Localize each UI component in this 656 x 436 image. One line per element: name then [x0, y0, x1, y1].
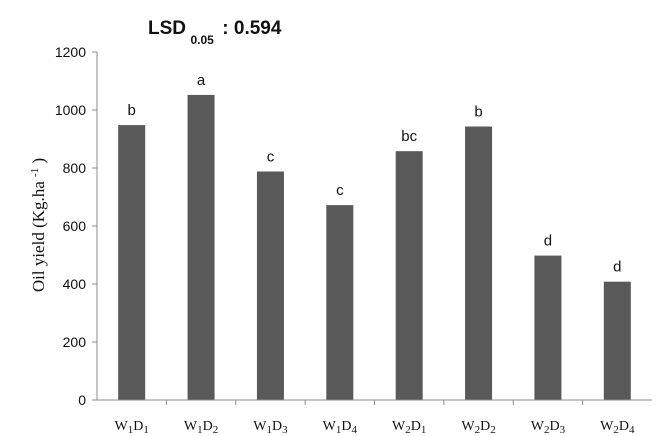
- x-tick-label: W2D3: [531, 419, 566, 436]
- y-tick-label: 400: [63, 276, 87, 292]
- y-tick-label: 1000: [55, 102, 86, 118]
- x-tick-label: W2D1: [392, 419, 426, 436]
- significance-letter: b: [474, 104, 482, 121]
- x-tick-label: W2D2: [461, 419, 495, 436]
- bar: [326, 205, 354, 400]
- significance-letter: a: [197, 72, 206, 89]
- significance-letter: b: [128, 102, 136, 119]
- significance-letter: d: [544, 233, 552, 250]
- y-tick-label: 200: [63, 334, 87, 350]
- bar: [256, 171, 284, 400]
- significance-letter: d: [613, 259, 621, 276]
- x-tick-label: W1D4: [323, 419, 358, 436]
- y-axis-label: Oil yield (Kg.ha -1 ): [23, 158, 48, 292]
- bar: [534, 255, 562, 400]
- bar: [187, 94, 215, 401]
- x-tick-label: W1D1: [115, 419, 149, 436]
- y-tick-label: 800: [63, 160, 87, 176]
- significance-letter: c: [267, 148, 275, 165]
- chart-title: LSD 0.05 : 0.594: [148, 18, 282, 48]
- x-tick-label: W1D3: [253, 419, 288, 436]
- y-axis-label-main: Oil yield (Kg.ha: [29, 181, 48, 292]
- bar: [465, 126, 493, 400]
- significance-letter: c: [336, 182, 344, 199]
- data-labels: b a c c bc b d d: [128, 72, 622, 276]
- x-axis-ticks: W1D1 W1D2 W1D3 W1D4 W2D1 W2D2 W2D3 W2D4: [115, 400, 635, 436]
- chart-title-main: LSD: [148, 18, 186, 39]
- y-axis-label-end: ): [29, 158, 48, 164]
- bar: [395, 151, 423, 400]
- bar: [118, 125, 146, 400]
- y-tick-label: 0: [78, 392, 86, 408]
- y-tick-label: 600: [63, 218, 87, 234]
- chart-title-subscript: 0.05: [190, 33, 214, 47]
- y-tick-label: 1200: [55, 44, 86, 60]
- y-axis-label-superscript: -1: [29, 168, 41, 177]
- x-tick-label: W1D2: [184, 419, 218, 436]
- significance-letter: bc: [401, 128, 417, 145]
- x-tick-label: W2D4: [600, 419, 635, 436]
- chart-title-value: : 0.594: [222, 18, 282, 39]
- bar: [603, 281, 631, 400]
- bars: [118, 94, 631, 401]
- y-axis-ticks: 0 200 400 600 800 1000 1200: [55, 44, 97, 408]
